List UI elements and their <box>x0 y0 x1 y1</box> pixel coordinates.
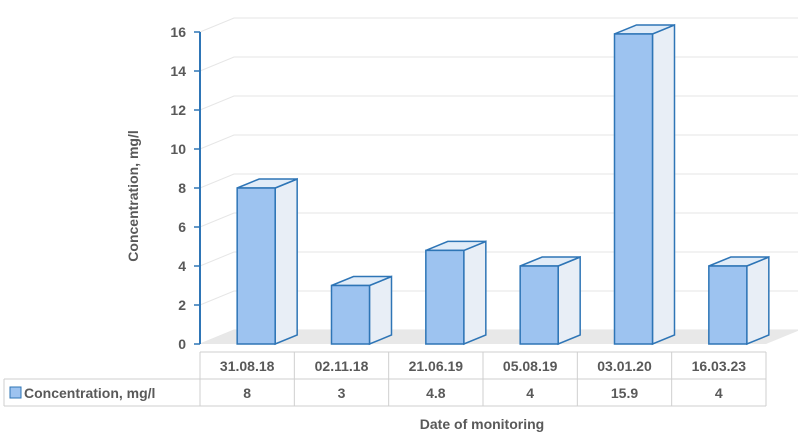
data-table: 31.08.18 02.11.18 21.06.19 05.08.19 03.01.20… <box>3 351 767 407</box>
bar <box>613 23 676 346</box>
gridline <box>199 212 798 228</box>
gridlines <box>199 17 798 345</box>
y-tick-label: 10 <box>170 141 186 157</box>
x-category-label: 05.08.19 <box>503 358 558 374</box>
bar-front-face <box>425 249 465 345</box>
bar <box>519 255 581 346</box>
bar-front-face <box>708 265 748 345</box>
y-tick-label: 12 <box>170 102 186 118</box>
legend-swatch <box>9 386 22 399</box>
bar-front-face <box>613 33 654 345</box>
y-tick-label: 6 <box>178 219 186 235</box>
x-category-label: 31.08.18 <box>220 358 275 374</box>
y-axis-title: Concentration, mg/l <box>125 130 141 261</box>
x-category-label: 02.11.18 <box>315 358 369 374</box>
bar <box>236 177 298 346</box>
bar <box>425 240 487 346</box>
legend-series-name: Concentration, mg/l <box>24 385 155 401</box>
bar <box>330 275 393 346</box>
bar-side-face <box>463 240 487 346</box>
bar-front-face <box>236 187 276 345</box>
gridline <box>199 95 798 111</box>
bars <box>236 23 770 346</box>
gridline <box>199 290 798 306</box>
data-value-label: 4 <box>526 385 534 401</box>
y-axis: 0 2 4 6 8 10 12 14 16 <box>170 24 201 352</box>
y-tick-label: 8 <box>178 180 186 196</box>
gridline <box>199 173 798 189</box>
data-value-label: 4 <box>715 385 723 401</box>
y-tick-label: 4 <box>178 258 186 274</box>
bar-side-face <box>368 275 393 346</box>
y-tick-label: 2 <box>178 297 186 313</box>
data-value-label: 8 <box>243 385 251 401</box>
y-tick-label: 0 <box>178 336 186 352</box>
gridline <box>199 134 798 150</box>
gridline <box>199 251 798 267</box>
x-category-label: 21.06.19 <box>409 358 464 374</box>
bar <box>708 255 770 346</box>
x-category-label: 16.03.23 <box>692 358 747 374</box>
bar-side-face <box>651 23 676 346</box>
data-value-label: 3 <box>338 385 346 401</box>
bar-side-face <box>274 177 298 346</box>
x-category-label: 03.01.20 <box>597 358 652 374</box>
bar-side-face <box>746 255 770 346</box>
y-tick-label: 14 <box>170 63 186 79</box>
x-axis-title: Date of monitoring <box>420 416 544 432</box>
bar-front-face <box>519 265 559 345</box>
y-tick-label: 16 <box>170 24 186 40</box>
gridline <box>199 56 798 72</box>
data-value-label: 15.9 <box>611 385 638 401</box>
bar-side-face <box>557 255 581 346</box>
data-value-label: 4.8 <box>426 385 446 401</box>
gridline <box>199 17 798 33</box>
bar-front-face <box>330 284 371 345</box>
